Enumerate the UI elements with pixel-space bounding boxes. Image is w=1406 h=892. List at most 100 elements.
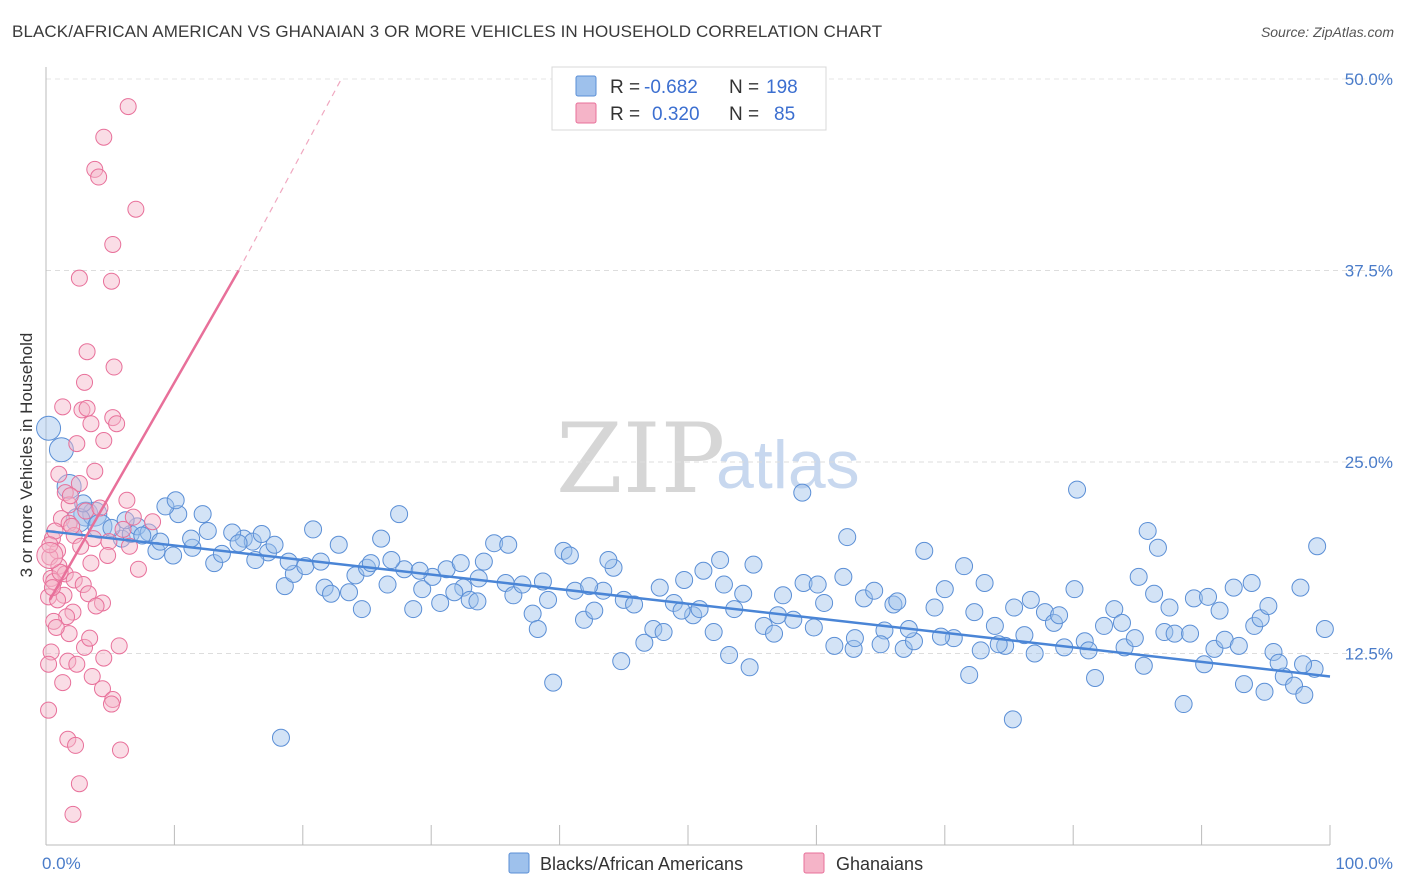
blue-point-140 xyxy=(1199,587,1218,606)
y-tick-label-3: 50.0% xyxy=(1345,70,1393,89)
blue-point-59 xyxy=(635,633,654,652)
blue-point-149 xyxy=(156,497,175,516)
pink-point-4 xyxy=(127,200,145,218)
pink-point-25 xyxy=(77,502,95,520)
pink-point-70 xyxy=(64,805,82,823)
pink-point-5 xyxy=(104,235,122,253)
bottom-legend-swatch-blue xyxy=(508,852,530,874)
trend-lines xyxy=(45,78,1331,678)
source-label: Source: ZipAtlas.com xyxy=(1260,24,1394,40)
pink-point-67 xyxy=(67,736,85,754)
blue-point-159 xyxy=(382,551,401,570)
blue-point-127 xyxy=(1315,619,1334,638)
blue-point-42 xyxy=(460,590,479,609)
blue-point-164 xyxy=(499,535,518,554)
pink-point-76 xyxy=(61,487,79,505)
pink-point-77 xyxy=(87,597,105,615)
blue-point-94 xyxy=(985,616,1004,635)
y-axis-label: 3 or more Vehicles in Household xyxy=(17,333,36,578)
pink-point-37 xyxy=(82,554,100,572)
blue-point-69 xyxy=(734,584,753,603)
blue-point-166 xyxy=(560,546,579,565)
pink-point-40 xyxy=(65,571,83,589)
blue-point-136 xyxy=(1003,710,1022,729)
blue-point-18 xyxy=(212,544,231,563)
blue-point-17 xyxy=(205,554,224,573)
watermark-zip: ZIP xyxy=(556,403,725,515)
pink-point-57 xyxy=(59,652,77,670)
blue-point-87 xyxy=(915,541,934,560)
blue-point-19 xyxy=(182,529,201,548)
pink-point-71 xyxy=(129,560,147,578)
legend-r-label-blue: R = xyxy=(610,77,640,98)
pink-point-43 xyxy=(74,576,92,594)
legend-r-label-pink: R = xyxy=(610,104,640,125)
blue-point-196 xyxy=(390,505,409,524)
legend-swatch-pink xyxy=(575,102,597,124)
pink-point-73 xyxy=(114,520,132,538)
blue-point-53 xyxy=(574,610,593,629)
pink-point-72 xyxy=(124,508,142,526)
blue-point-67 xyxy=(714,575,733,594)
blue-point-190 xyxy=(1229,636,1248,655)
blue-point-112 xyxy=(1165,624,1184,643)
blue-point-168 xyxy=(599,551,618,570)
pink-point-56 xyxy=(110,637,128,655)
blue-point-172 xyxy=(720,646,739,665)
legend-r-value-blue: -0.682 xyxy=(644,77,698,98)
blue-point-88 xyxy=(925,598,944,617)
blue-point-95 xyxy=(996,636,1015,655)
blue-point-78 xyxy=(825,636,844,655)
pink-point-82 xyxy=(81,629,99,647)
correlation-legend: R = -0.682 N = 198 R = 0.320 N = 85 xyxy=(551,66,827,131)
blue-point-81 xyxy=(854,589,873,608)
blue-point-119 xyxy=(1234,675,1253,694)
blue-point-63 xyxy=(675,570,694,589)
blue-point-169 xyxy=(650,578,669,597)
blue-point-34 xyxy=(378,575,397,594)
blue-point-155 xyxy=(279,552,298,571)
blue-point-82 xyxy=(865,581,884,600)
blue-point-144 xyxy=(1308,537,1327,556)
blue-point-185 xyxy=(1112,613,1131,632)
blue-point-61 xyxy=(654,623,673,642)
watermark-atlas: atlas xyxy=(716,427,860,503)
pink-point-19 xyxy=(86,462,104,480)
blue-point-32 xyxy=(372,529,391,548)
blue-point-153 xyxy=(229,534,248,553)
pink-point-8 xyxy=(78,343,96,361)
blue-point-72 xyxy=(765,624,784,643)
blue-point-161 xyxy=(445,583,464,602)
pink-point-74 xyxy=(144,513,162,531)
blue-point-177 xyxy=(871,635,890,654)
pink-point-3 xyxy=(90,168,108,186)
pink-point-16 xyxy=(82,415,100,433)
blue-point-75 xyxy=(794,574,813,593)
blue-point-129 xyxy=(544,673,563,692)
blue-point-102 xyxy=(1065,580,1084,599)
y-tick-labels: 12.5% 25.0% 37.5% 50.0% xyxy=(1345,70,1393,664)
axes xyxy=(45,67,1331,846)
blue-point-35 xyxy=(395,560,414,579)
pink-point-80 xyxy=(47,618,65,636)
blue-point-175 xyxy=(808,575,827,594)
blue-point-96 xyxy=(1005,598,1024,617)
blue-point-48 xyxy=(523,604,542,623)
y-tick-label-1: 25.0% xyxy=(1345,453,1393,472)
blue-point-36 xyxy=(404,600,423,619)
blue-point-77 xyxy=(815,593,834,612)
blue-point-121 xyxy=(1255,682,1274,701)
blue-point-60 xyxy=(644,619,663,638)
pink-point-35 xyxy=(41,548,59,566)
blue-point-142 xyxy=(1269,653,1288,672)
blue-point-135 xyxy=(960,665,979,684)
blue-point-192 xyxy=(1259,597,1278,616)
blue-point-108 xyxy=(1125,629,1144,648)
blue-point-16 xyxy=(198,521,217,540)
blue-point-165 xyxy=(528,619,547,638)
blue-point-143 xyxy=(1291,578,1310,597)
pink-point-33 xyxy=(120,537,138,555)
pink-point-9 xyxy=(105,358,123,376)
blue-point-54 xyxy=(585,601,604,620)
chart-title: BLACK/AFRICAN AMERICAN VS GHANAIAN 3 OR … xyxy=(12,22,883,41)
